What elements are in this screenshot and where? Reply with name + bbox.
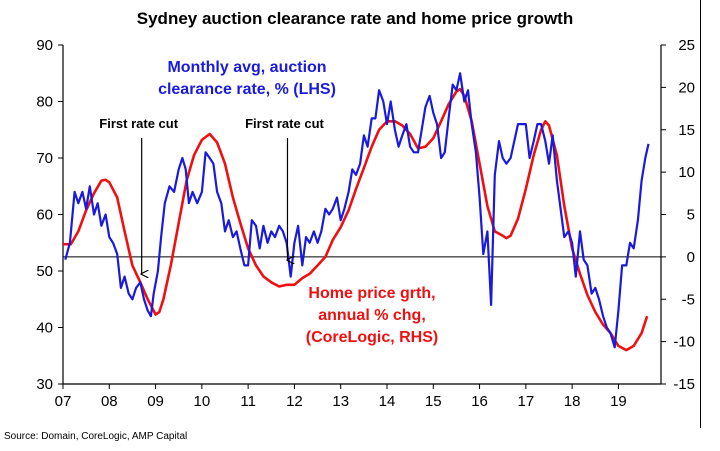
right-tick-label: 20 (678, 79, 695, 96)
x-tick-label: 14 (379, 393, 396, 410)
x-tick-label: 17 (518, 393, 535, 410)
source-note: Source: Domain, CoreLogic, AMP Capital (4, 431, 188, 442)
x-tick-label: 07 (55, 393, 72, 410)
x-tick-label: 15 (425, 393, 442, 410)
rate-cut-label: First rate cut (99, 116, 178, 131)
right-tick-label: 25 (678, 37, 695, 54)
home-price-growth-label: Home price grth, (308, 285, 435, 302)
x-tick-label: 12 (286, 393, 303, 410)
x-tick-label: 13 (332, 393, 349, 410)
right-tick-label: -5 (682, 291, 695, 308)
chart-title: Sydney auction clearance rate and home p… (137, 9, 573, 28)
home-price-growth-label: annual % chg, (318, 307, 426, 324)
series-home-price-growth (63, 87, 649, 352)
left-tick-label: 80 (36, 94, 53, 111)
chart-frame: Sydney auction clearance rate and home p… (36, 0, 701, 428)
clearance-rate-label: Monthly avg, auction (167, 59, 326, 76)
left-tick-label: 30 (36, 376, 53, 393)
right-tick-label: -10 (673, 334, 695, 351)
right-tick-label: 0 (687, 249, 695, 266)
left-tick-label: 90 (36, 37, 53, 54)
x-tick-label: 19 (610, 393, 627, 410)
right-tick-label: 5 (687, 207, 695, 224)
right-tick-label: -15 (673, 376, 695, 393)
left-tick-label: 40 (36, 320, 53, 337)
series-clearance-rate (64, 72, 650, 349)
x-tick-label: 09 (147, 393, 164, 410)
left-tick-label: 70 (36, 150, 53, 167)
clearance-rate-line (64, 72, 650, 349)
right-tick-label: 15 (678, 122, 695, 139)
clearance-rate-label: clearance rate, % (LHS) (158, 81, 336, 98)
right-tick-label: 10 (678, 164, 695, 181)
annotations: Monthly avg, auction clearance rate, % (L… (99, 59, 438, 346)
x-tick-label: 16 (471, 393, 488, 410)
chart: Sydney auction clearance rate and home p… (36, 9, 695, 410)
x-tick-label: 11 (240, 393, 256, 410)
home-price-growth-label: (CoreLogic, RHS) (306, 329, 438, 346)
rate-cut-label: First rate cut (245, 116, 324, 131)
x-tick-label: 10 (194, 393, 211, 410)
x-tick-label: 08 (101, 393, 118, 410)
x-tick-label: 18 (564, 393, 581, 410)
left-tick-label: 50 (36, 263, 53, 280)
home-price-growth-line (63, 87, 649, 352)
left-tick-label: 60 (36, 207, 53, 224)
